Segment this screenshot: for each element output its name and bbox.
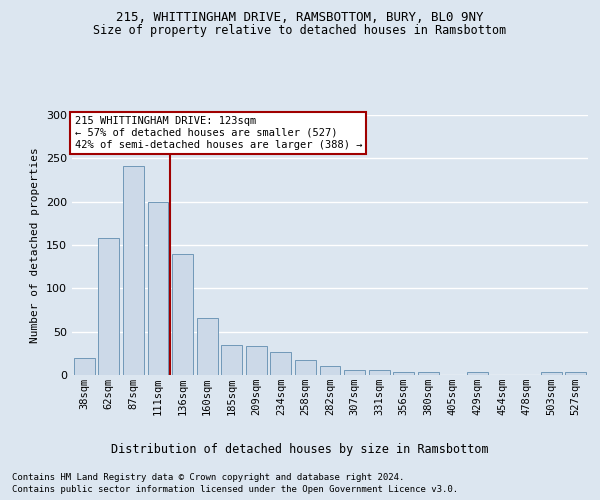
Text: Distribution of detached houses by size in Ramsbottom: Distribution of detached houses by size … [111, 442, 489, 456]
Bar [246, 346, 267, 375]
Bar [541, 372, 562, 375]
Bar [172, 254, 193, 375]
Bar [368, 370, 389, 375]
Bar [98, 238, 119, 375]
Bar [221, 344, 242, 375]
Text: 215 WHITTINGHAM DRIVE: 123sqm
← 57% of detached houses are smaller (527)
42% of : 215 WHITTINGHAM DRIVE: 123sqm ← 57% of d… [74, 116, 362, 150]
Bar [295, 360, 316, 375]
Bar [197, 318, 218, 375]
Y-axis label: Number of detached properties: Number of detached properties [31, 147, 40, 343]
Bar [344, 370, 365, 375]
Text: 215, WHITTINGHAM DRIVE, RAMSBOTTOM, BURY, BL0 9NY: 215, WHITTINGHAM DRIVE, RAMSBOTTOM, BURY… [116, 11, 484, 24]
Text: Size of property relative to detached houses in Ramsbottom: Size of property relative to detached ho… [94, 24, 506, 37]
Text: Contains public sector information licensed under the Open Government Licence v3: Contains public sector information licen… [12, 485, 458, 494]
Bar [123, 166, 144, 375]
Bar [148, 202, 169, 375]
Bar [467, 372, 488, 375]
Bar [565, 372, 586, 375]
Text: Contains HM Land Registry data © Crown copyright and database right 2024.: Contains HM Land Registry data © Crown c… [12, 472, 404, 482]
Bar [418, 372, 439, 375]
Bar [74, 358, 95, 375]
Bar [393, 372, 414, 375]
Bar [320, 366, 340, 375]
Bar [271, 352, 292, 375]
